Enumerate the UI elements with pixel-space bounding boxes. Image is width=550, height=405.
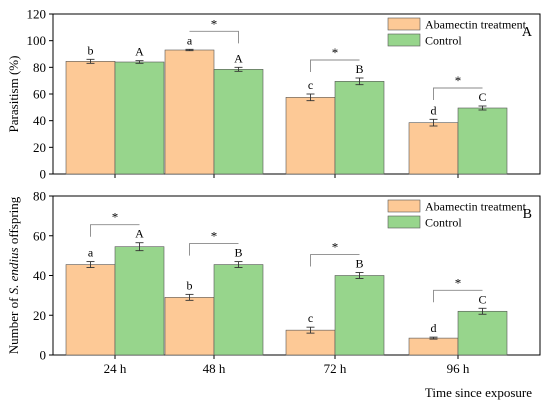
significance-bracket	[433, 289, 483, 303]
bar-letter: C	[478, 292, 486, 306]
bar-letter: A	[234, 51, 243, 65]
significance-star: *	[211, 16, 218, 31]
bar-abamectin	[164, 49, 215, 175]
bar-control	[114, 61, 165, 175]
significance-bracket	[310, 59, 360, 72]
legend-swatch-abamectin	[387, 17, 421, 31]
y-axis-title: Parasitism (%)	[6, 56, 21, 133]
y-tick-label: 80	[33, 189, 46, 204]
x-axis-title: Time since exposure	[425, 385, 532, 400]
bar-abamectin	[285, 329, 336, 356]
y-axis-title-part: offspring	[6, 196, 21, 247]
y-tick-label: 120	[27, 7, 47, 22]
legend-label: Abamectin treatment	[425, 200, 527, 214]
bar-letter: c	[308, 311, 313, 325]
y-tick-label: 100	[27, 33, 47, 48]
bar-abamectin	[164, 297, 215, 356]
bar-control	[213, 69, 264, 175]
bar-letter: d	[431, 321, 437, 335]
bar-letter: B	[234, 246, 242, 260]
panel-label: A	[522, 25, 533, 40]
y-axis-title-part: Number of	[6, 294, 21, 354]
bar-letter: a	[187, 33, 193, 47]
bar-letter: A	[135, 45, 144, 59]
y-tick-label: 60	[33, 87, 46, 102]
significance-star: *	[211, 229, 218, 244]
bar-abamectin	[408, 337, 459, 356]
legend-label: Control	[425, 34, 462, 48]
significance-bracket	[310, 254, 360, 267]
bar-letter: b	[88, 43, 94, 57]
x-tick-label: 96 h	[447, 361, 470, 376]
bar-control	[114, 246, 165, 356]
legend-swatch-control	[387, 215, 421, 229]
x-tick-label: 72 h	[324, 361, 347, 376]
y-axis-title-part: S. endius	[6, 247, 21, 294]
bar-control	[334, 275, 385, 356]
bar-letter: C	[478, 90, 486, 104]
significance-bracket	[189, 243, 239, 256]
bar-letter: B	[355, 257, 363, 271]
panel-b: 0 20 40 60 80 Number of S. endius offspring 24…	[6, 189, 541, 400]
bar-abamectin	[408, 122, 459, 175]
y-tick-label: 0	[40, 167, 47, 182]
bar-control	[213, 264, 264, 356]
panel-label: B	[523, 207, 532, 222]
y-tick-label: 0	[40, 348, 47, 363]
significance-star: *	[332, 45, 339, 60]
significance-star: *	[455, 73, 462, 88]
significance-star: *	[332, 240, 339, 255]
bar-abamectin	[65, 61, 116, 175]
significance-bracket	[189, 30, 239, 44]
bar-letter: d	[431, 103, 437, 117]
y-tick-label: 80	[33, 60, 46, 75]
y-tick-label: 20	[33, 140, 46, 155]
y-tick-label: 60	[33, 228, 46, 243]
significance-bracket	[90, 224, 140, 237]
y-axis-title: Number of S. endius offspring	[6, 196, 21, 354]
panel-a: 0 20 40 60 80 100 120 Parasitism (%) b a c d A A B C * * *…	[6, 7, 541, 182]
legend-label: Control	[425, 216, 462, 230]
bar-abamectin	[285, 97, 336, 175]
bar-control	[457, 107, 508, 175]
legend-label: Abamectin treatment	[425, 18, 527, 32]
bar-control	[334, 81, 385, 175]
x-tick-label: 24 h	[104, 361, 127, 376]
legend-swatch-control	[387, 33, 421, 47]
y-tick-label: 40	[33, 113, 46, 128]
bar-letter: b	[187, 278, 193, 292]
bar-letter: A	[135, 227, 144, 241]
bar-letter: c	[308, 78, 313, 92]
legend-swatch-abamectin	[387, 199, 421, 213]
bar-abamectin	[65, 264, 116, 356]
y-tick-label: 20	[33, 308, 46, 323]
bar-letter: B	[355, 62, 363, 76]
significance-star: *	[455, 275, 462, 290]
significance-bracket	[433, 87, 483, 100]
bar-letter: a	[88, 246, 94, 260]
x-tick-label: 48 h	[203, 361, 226, 376]
bar-control	[457, 310, 508, 356]
y-tick-label: 40	[33, 268, 46, 283]
significance-star: *	[112, 210, 119, 225]
